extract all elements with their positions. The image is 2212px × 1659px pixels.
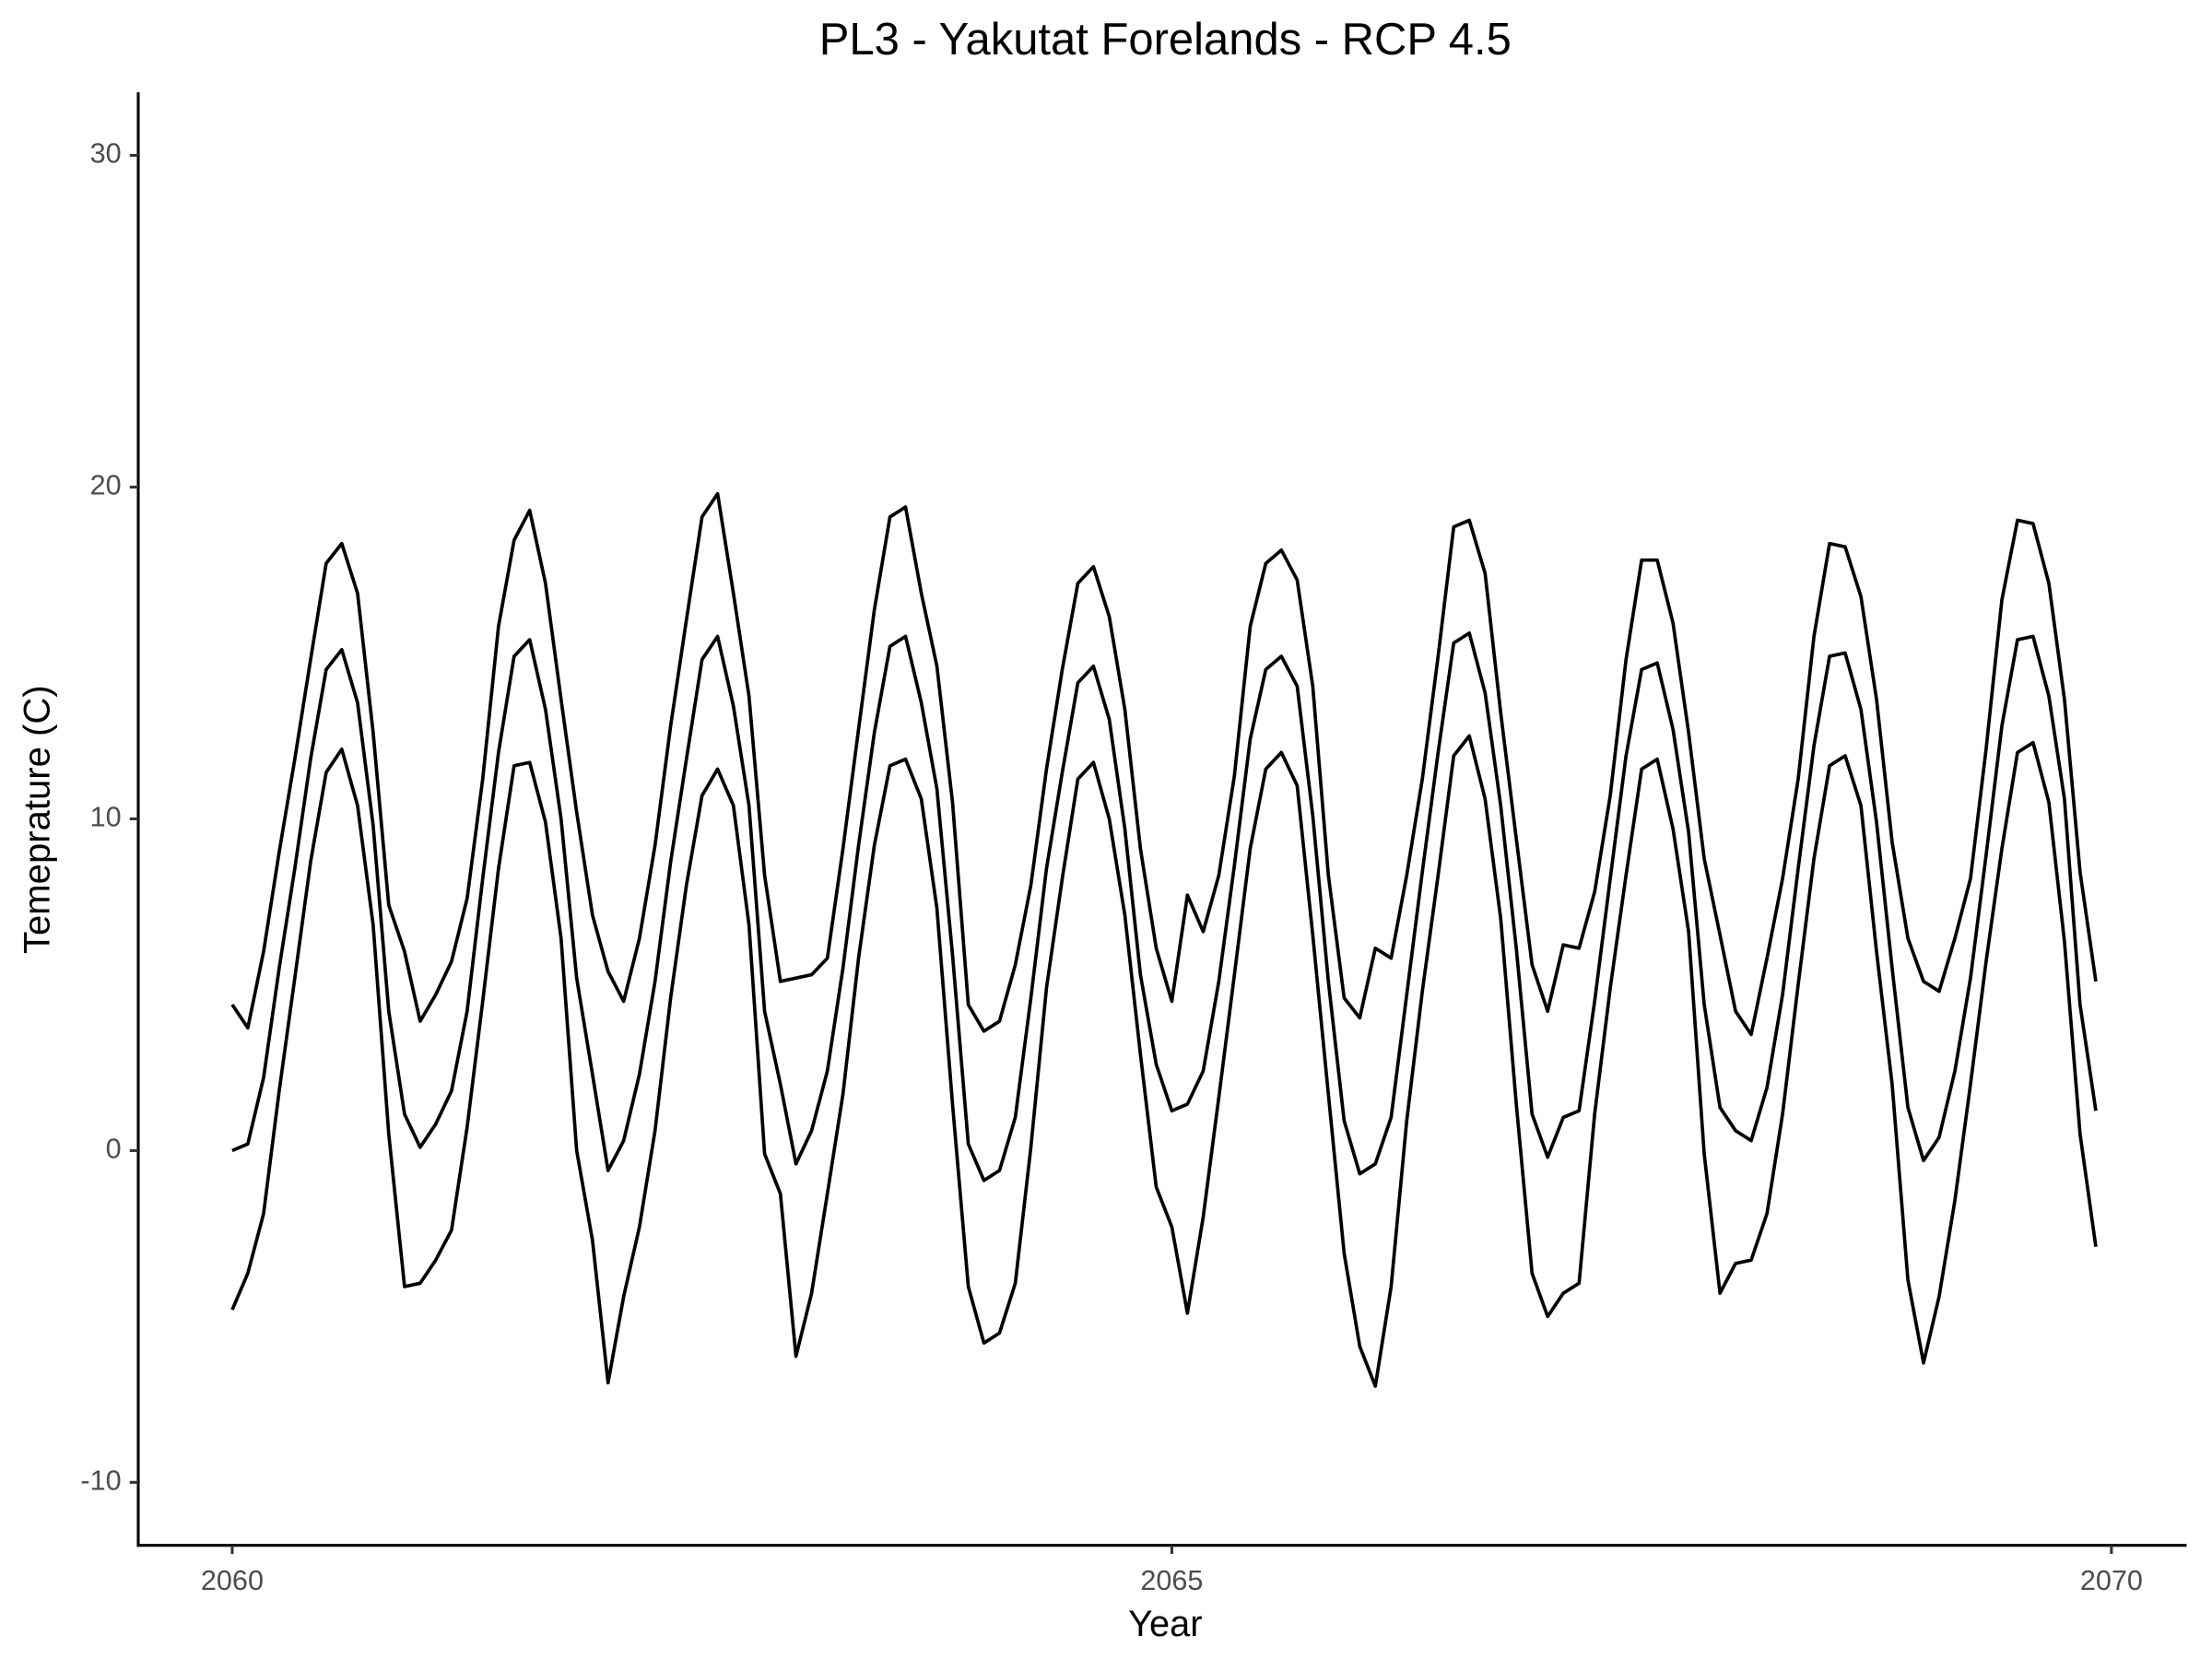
y-tick-label: 30 (90, 137, 122, 170)
y-tick-label: 10 (90, 800, 122, 832)
line-series (231, 631, 2098, 1182)
line-series (230, 491, 2098, 1037)
x-tick-label: 2060 (201, 1564, 264, 1596)
y-tick-label: 20 (90, 469, 122, 501)
y-axis-title: Temeprature (C) (17, 685, 57, 954)
line-series (230, 734, 2098, 1388)
x-tick-label: 2065 (1140, 1564, 1203, 1596)
chart-title: PL3 - Yakutat Forelands - RCP 4.5 (819, 15, 1512, 65)
x-tick-label: 2070 (2080, 1564, 2143, 1596)
x-axis-title: Year (1128, 1604, 1202, 1644)
y-tick-label: -10 (80, 1464, 121, 1496)
y-tick-label: 0 (106, 1132, 122, 1164)
